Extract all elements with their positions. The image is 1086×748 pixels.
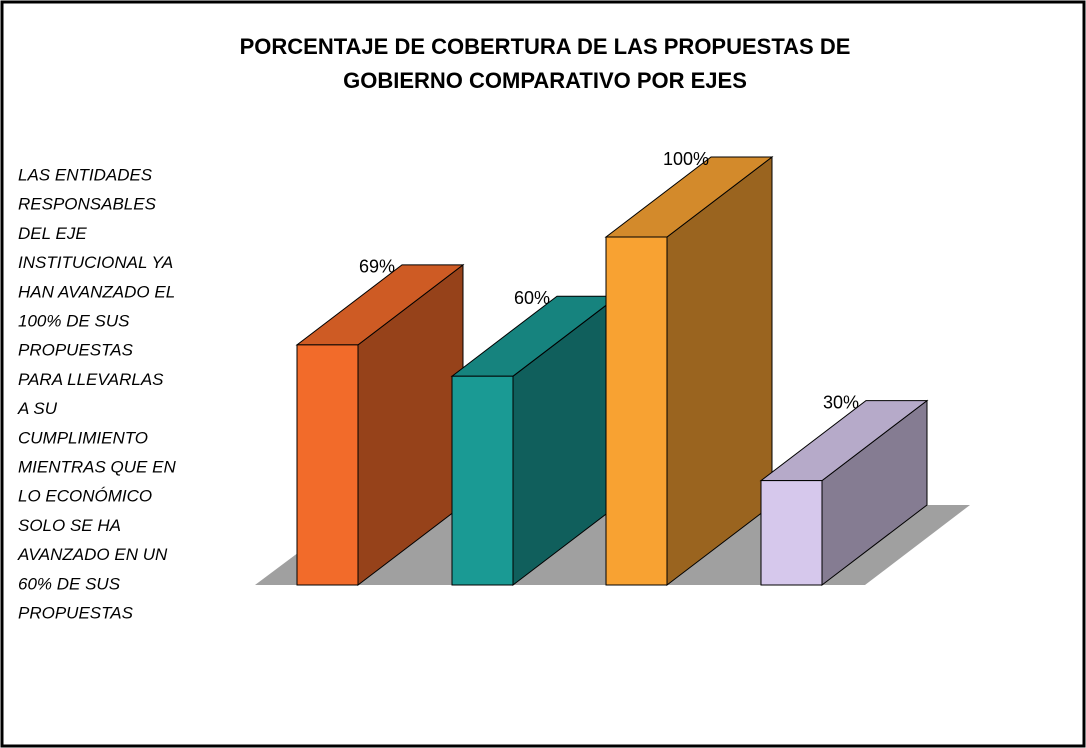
annotation-line: LAS ENTIDADES xyxy=(18,165,153,184)
annotation-line: MIENTRAS QUE EN xyxy=(18,457,176,476)
annotation-line: LO ECONÓMICO xyxy=(18,487,152,506)
value-label: 69% xyxy=(359,257,395,277)
annotation-line: A SU xyxy=(17,399,58,418)
annotation-line: 60% DE SUS xyxy=(18,574,121,593)
annotation-line: INSTITUCIONAL YA xyxy=(18,253,173,272)
chart-title: PORCENTAJE DE COBERTURA DE LAS PROPUESTA… xyxy=(240,34,851,59)
annotation-line: RESPONSABLES xyxy=(18,195,157,214)
annotation-line: PARA LLEVARLAS xyxy=(18,370,164,389)
value-label: 60% xyxy=(514,288,550,308)
annotation-line: HAN AVANZADO EL xyxy=(18,282,175,301)
annotation-line: 100% DE SUS xyxy=(18,311,130,330)
bar xyxy=(605,236,668,586)
annotation-line: SOLO SE HA xyxy=(18,516,121,535)
bar xyxy=(296,344,359,586)
value-label: 30% xyxy=(823,392,859,412)
annotation-line: PROPUESTAS xyxy=(18,341,134,360)
bar xyxy=(760,480,823,586)
chart-title: GOBIERNO COMPARATIVO POR EJES xyxy=(343,68,747,93)
annotation-line: PROPUESTAS xyxy=(18,603,134,622)
bar xyxy=(451,375,514,586)
annotation-line: CUMPLIMIENTO xyxy=(18,428,148,447)
value-label: 100% xyxy=(663,149,709,169)
annotation-line: DEL EJE xyxy=(18,224,87,243)
annotation-line: AVANZADO EN UN xyxy=(17,545,168,564)
